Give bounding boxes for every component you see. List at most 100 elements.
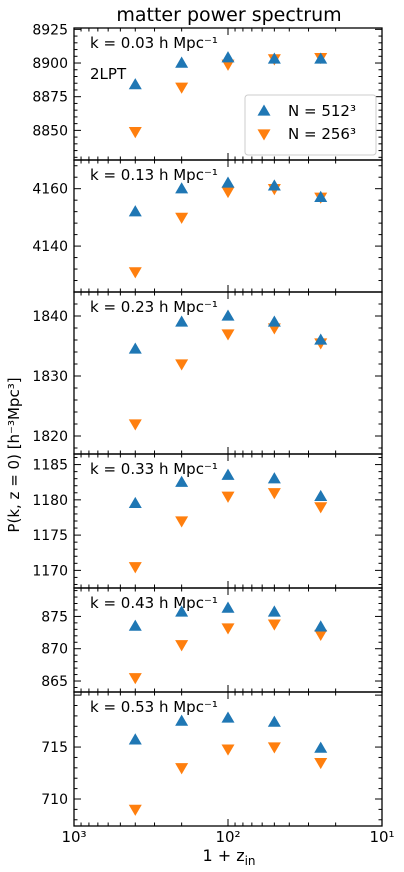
panel-6: 710 715 k = 0.53 h Mpc⁻¹ bbox=[41, 691, 383, 827]
marker-series-1 bbox=[314, 489, 328, 501]
marker-series-2 bbox=[221, 329, 235, 341]
marker-series-2 bbox=[175, 212, 189, 224]
panels-group: 8850 8875 8900 8925 k = 0.03 h Mpc⁻¹ 4140 4160… bbox=[32, 22, 394, 846]
y-tick-label: 710 bbox=[41, 792, 68, 808]
marker-series-2 bbox=[175, 359, 189, 371]
panel-frame bbox=[73, 691, 383, 827]
x-axis-label-subscript: in bbox=[245, 854, 256, 868]
marker-series-1 bbox=[175, 714, 189, 726]
y-tick-label: 4140 bbox=[32, 239, 68, 255]
y-tick-label: 1840 bbox=[32, 309, 68, 325]
y-tick-label: 8850 bbox=[32, 123, 68, 139]
marker-series-2 bbox=[267, 742, 281, 754]
y-axis-label: P(k, z = 0) [h⁻³Mpc³] bbox=[5, 377, 23, 532]
marker-series-2 bbox=[267, 619, 281, 631]
marker-series-2 bbox=[314, 502, 328, 514]
marker-series-2 bbox=[221, 623, 235, 635]
x-tick-label: 10² bbox=[215, 828, 240, 846]
marker-series-1 bbox=[267, 472, 281, 484]
marker-series-1 bbox=[128, 496, 142, 509]
marker-series-1 bbox=[128, 342, 142, 354]
marker-series-1 bbox=[175, 56, 189, 68]
marker-series-2 bbox=[175, 516, 189, 528]
marker-series-2 bbox=[314, 629, 328, 642]
marker-series-1 bbox=[221, 468, 235, 480]
marker-series-1 bbox=[221, 711, 235, 723]
marker-series-1 bbox=[128, 205, 142, 217]
legend-label-1: N = 512³ bbox=[288, 102, 356, 120]
marker-series-1 bbox=[314, 620, 328, 632]
x-axis-label: 1 + zin bbox=[202, 846, 255, 868]
marker-series-2 bbox=[175, 82, 189, 94]
legend-frame bbox=[244, 94, 377, 156]
panel-1: 8850 8875 8900 8925 k = 0.03 h Mpc⁻¹ bbox=[32, 22, 383, 161]
marker-series-2 bbox=[267, 488, 281, 500]
y-tick-label: 1180 bbox=[32, 493, 68, 509]
marker-series-1 bbox=[128, 619, 142, 631]
marker-series-2 bbox=[221, 59, 235, 71]
y-tick-label: 8900 bbox=[32, 56, 68, 72]
marker-series-2 bbox=[175, 763, 189, 775]
panel-k-label: k = 0.33 h Mpc⁻¹ bbox=[90, 460, 218, 478]
marker-series-2 bbox=[128, 673, 142, 685]
marker-series-1 bbox=[267, 52, 281, 64]
y-tick-label: 715 bbox=[41, 740, 68, 756]
marker-series-2 bbox=[128, 419, 142, 431]
marker-series-1 bbox=[267, 605, 281, 617]
panel-k-label: k = 0.13 h Mpc⁻¹ bbox=[90, 166, 218, 184]
marker-series-2 bbox=[128, 267, 142, 279]
marker-series-1 bbox=[221, 176, 235, 188]
panel-4: 1170 1175 1180 1185 k = 0.33 h Mpc⁻¹ bbox=[32, 453, 383, 589]
marker-series-1 bbox=[175, 605, 189, 617]
marker-series-1 bbox=[175, 182, 189, 194]
panel-2: 4140 4160 k = 0.13 h Mpc⁻¹ bbox=[32, 159, 383, 293]
figure-title: matter power spectrum bbox=[116, 4, 341, 26]
marker-series-1 bbox=[221, 51, 235, 63]
legend-marker-2 bbox=[257, 129, 271, 141]
y-tick-label: 1185 bbox=[32, 458, 68, 474]
panel-k-label: k = 0.53 h Mpc⁻¹ bbox=[90, 698, 218, 716]
x-tick-label: 10¹ bbox=[369, 828, 394, 846]
marker-series-1 bbox=[221, 309, 235, 321]
legend-marker-1 bbox=[257, 104, 271, 116]
marker-series-2 bbox=[221, 491, 235, 503]
marker-series-1 bbox=[128, 733, 142, 745]
y-tick-label: 1175 bbox=[32, 528, 68, 544]
marker-series-1 bbox=[314, 190, 328, 202]
panel-k-label: k = 0.43 h Mpc⁻¹ bbox=[90, 594, 218, 612]
marker-series-1 bbox=[314, 333, 328, 345]
marker-series-1 bbox=[128, 78, 142, 90]
marker-series-1 bbox=[314, 741, 328, 753]
y-tick-label: 8875 bbox=[32, 90, 68, 106]
legend-label-2: N = 256³ bbox=[288, 125, 356, 143]
panel-3: 1820 1830 1840 k = 0.23 h Mpc⁻¹ bbox=[32, 291, 383, 455]
scheme-label: 2LPT bbox=[90, 65, 127, 83]
y-tick-label: 1170 bbox=[32, 563, 68, 579]
marker-series-1 bbox=[175, 315, 189, 327]
y-tick-label: 875 bbox=[41, 609, 68, 625]
marker-series-1 bbox=[314, 52, 328, 64]
marker-series-2 bbox=[128, 127, 142, 139]
legend: N = 512³ N = 256³ bbox=[244, 94, 377, 156]
y-tick-label: 4160 bbox=[32, 182, 68, 198]
x-axis-label-main: 1 + z bbox=[202, 846, 244, 865]
y-tick-label: 865 bbox=[41, 674, 68, 690]
panel-5: 865 870 875 k = 0.43 h Mpc⁻¹ bbox=[41, 587, 383, 693]
marker-series-2 bbox=[314, 757, 328, 770]
marker-series-1 bbox=[267, 315, 281, 327]
y-tick-label: 8925 bbox=[32, 22, 68, 38]
marker-series-2 bbox=[128, 562, 142, 574]
y-tick-label: 870 bbox=[41, 642, 68, 658]
marker-series-2 bbox=[175, 640, 189, 652]
marker-series-1 bbox=[221, 601, 235, 613]
marker-series-1 bbox=[267, 715, 281, 727]
marker-series-2 bbox=[128, 804, 142, 816]
marker-series-2 bbox=[221, 186, 235, 199]
marker-series-2 bbox=[221, 744, 235, 756]
marker-series-1 bbox=[267, 179, 281, 191]
x-tick-label: 10³ bbox=[61, 828, 86, 846]
y-tick-label: 1830 bbox=[32, 369, 68, 385]
marker-series-1 bbox=[175, 475, 189, 487]
y-tick-label: 1820 bbox=[32, 429, 68, 445]
